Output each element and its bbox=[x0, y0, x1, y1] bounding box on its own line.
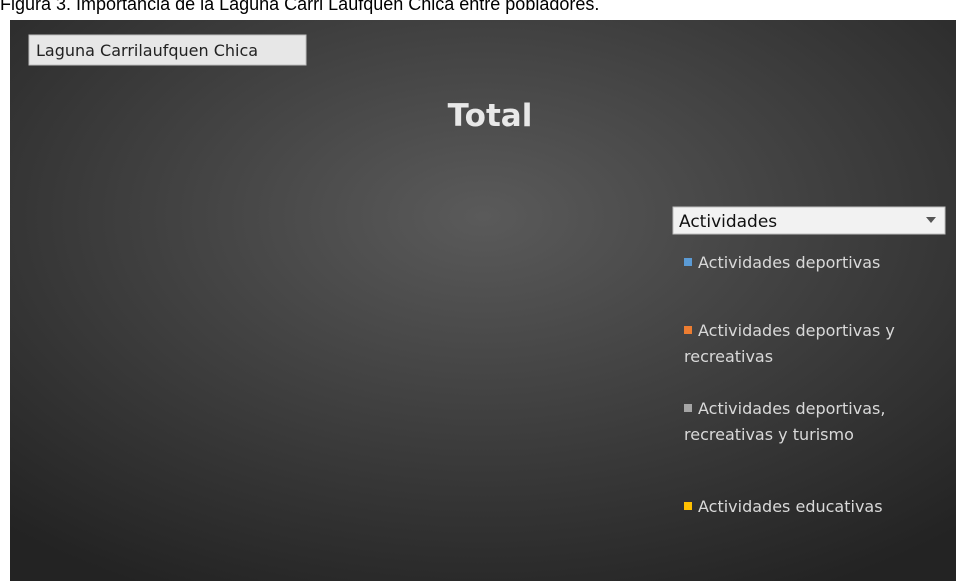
legend-swatch bbox=[684, 502, 692, 510]
caption: Figura 3. Importancia de la Laguna Carri… bbox=[0, 0, 600, 14]
chart-title: Total bbox=[448, 98, 533, 134]
filter-button[interactable] bbox=[28, 34, 307, 66]
filter-label: Laguna Carrilaufquen Chica bbox=[36, 41, 258, 60]
dropdown-arrow bbox=[926, 217, 936, 223]
legend-entry: Actividades deportivas bbox=[684, 250, 946, 276]
legend-label: Actividades educativas bbox=[698, 497, 883, 516]
legend-filter[interactable] bbox=[672, 206, 946, 235]
chart-area bbox=[10, 20, 956, 581]
legend-entry: Actividades educativas bbox=[684, 494, 946, 520]
legend-label: Actividades deportivas, recreativas y tu… bbox=[684, 399, 886, 444]
legend-label: Actividades deportivas y recreativas bbox=[684, 321, 895, 366]
legend-swatch bbox=[684, 326, 692, 334]
legend-title: Actividades bbox=[679, 212, 777, 232]
legend-label: Actividades deportivas bbox=[698, 253, 881, 272]
legend-entry: Actividades deportivas y recreativas bbox=[684, 318, 946, 370]
legend-swatch bbox=[684, 258, 692, 266]
legend-entry: Actividades deportivas, recreativas y tu… bbox=[684, 396, 946, 448]
legend-swatch bbox=[684, 404, 692, 412]
